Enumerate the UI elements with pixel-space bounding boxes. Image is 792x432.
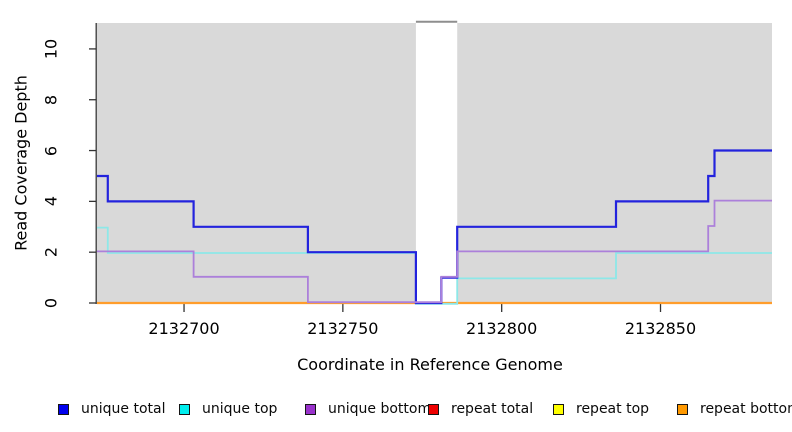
legend-label: repeat total [451,401,534,417]
legend-item-repeat-bottom: repeat bottom [677,400,792,418]
x-tick-label: 2132850 [624,319,697,338]
legend-swatch-icon [428,403,439,415]
legend-item-unique-bottom: unique bottom [305,400,431,418]
legend-swatch-icon [553,403,564,415]
series-line-unique-bottom [97,199,772,304]
legend-label: repeat top [576,401,650,417]
legend-label: unique top [202,401,278,417]
y-tick-label: 0 [41,297,61,309]
legend-swatch-icon [677,403,688,415]
legend-item-unique-total: unique total [58,400,165,418]
legend-label: repeat bottom [700,401,792,417]
y-tick-label: 2 [41,247,61,258]
legend-item-unique-top: unique top [179,400,277,418]
legend-swatch-icon [179,403,190,415]
legend-swatch-icon [58,403,69,415]
legend-label: unique total [81,401,166,417]
legend-item-repeat-total: repeat total [428,400,533,418]
x-tick-label: 2132800 [466,319,538,338]
x-tick-label: 2132700 [148,319,220,338]
y-tick-label: 4 [41,196,61,207]
legend-swatch-icon [305,403,316,415]
gap-region [415,23,458,303]
y-axis-title: Read Coverage Depth [11,75,31,251]
y-tick-label: 6 [41,145,61,156]
x-axis-title: Coordinate in Reference Genome [297,355,563,374]
y-tick-label: 8 [41,94,61,105]
legend-label: unique bottom [328,401,432,417]
x-tick-label: 2132750 [307,319,379,338]
y-tick-label: 10 [41,38,61,60]
legend-item-repeat-top: repeat top [553,400,649,418]
